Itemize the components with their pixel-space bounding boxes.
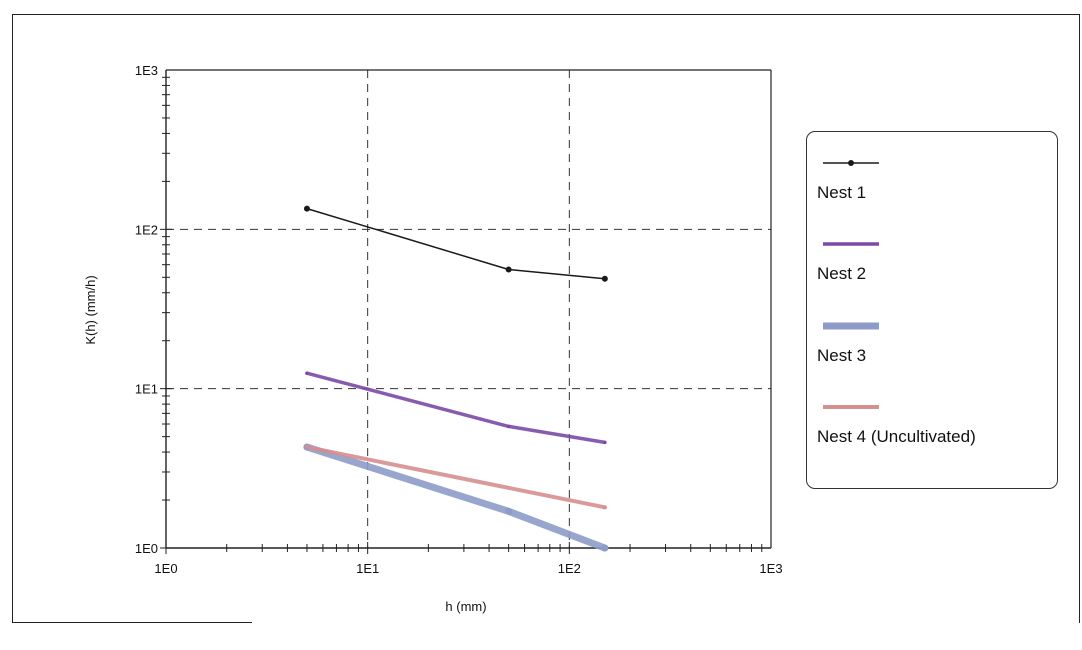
x-axis-title: h (mm) — [445, 599, 486, 614]
series-1-point-0 — [303, 205, 310, 212]
series-layer — [303, 205, 609, 552]
figure-frame-bottom — [12, 622, 252, 623]
x-tick-label-3: 1E3 — [759, 561, 782, 576]
figure-frame — [12, 14, 1080, 623]
series-line-1 — [306, 207, 606, 280]
legend-item-nest-2: Nest 2 — [817, 237, 1057, 307]
legend-label-nest-4: Nest 4 (Uncultivated) — [817, 427, 976, 446]
y-axis-title: K(h) (mm/h) — [83, 275, 98, 344]
y-tick-label-1: 1E1 — [135, 382, 158, 397]
axis-layer — [160, 69, 772, 554]
legend-label-nest-2: Nest 2 — [817, 264, 867, 283]
legend-label-nest-3: Nest 3 — [817, 346, 867, 365]
y-tick-label-0: 1E0 — [135, 541, 158, 556]
series-line-4 — [305, 445, 607, 510]
series-1-point-2 — [601, 275, 608, 282]
legend-item-nest-1: Nest 1 — [817, 156, 1057, 226]
label-layer: 1E0 1E1 1E2 1E3 1E0 1E1 1E2 1E3 — [135, 63, 783, 576]
series-line-2 — [305, 371, 607, 445]
legend-swatch-nest-1 — [823, 160, 879, 166]
series-2-point-0 — [305, 371, 309, 375]
series-4-point-1 — [602, 505, 607, 510]
series-2-point-2 — [603, 440, 607, 445]
x-tick-label-2: 1E2 — [558, 561, 581, 576]
series-3-point-1 — [505, 507, 513, 515]
legend-swatch-nest-3 — [823, 322, 879, 330]
series-2-point-1 — [506, 424, 511, 429]
legend-swatch-nest-4 — [823, 405, 879, 409]
series-4-point-0 — [304, 445, 309, 450]
legend-item-nest-4: Nest 4 (Uncultivated) — [817, 400, 1057, 470]
x-tick-label-0: 1E0 — [154, 561, 177, 576]
series-3-point-2 — [601, 544, 609, 552]
x-tick-label-1: 1E1 — [356, 561, 379, 576]
grid-layer — [166, 70, 771, 548]
y-tick-label-3: 1E3 — [135, 63, 158, 78]
legend-label-nest-1: Nest 1 — [817, 183, 867, 202]
legend: Nest 1 Nest 2 Nest 3 Nest 4 (Uncultivate… — [806, 131, 1058, 489]
legend-item-nest-3: Nest 3 — [817, 319, 1057, 389]
series-1-point-1 — [505, 266, 512, 273]
legend-swatch-nest-2 — [823, 242, 879, 246]
y-tick-label-2: 1E2 — [135, 222, 158, 237]
